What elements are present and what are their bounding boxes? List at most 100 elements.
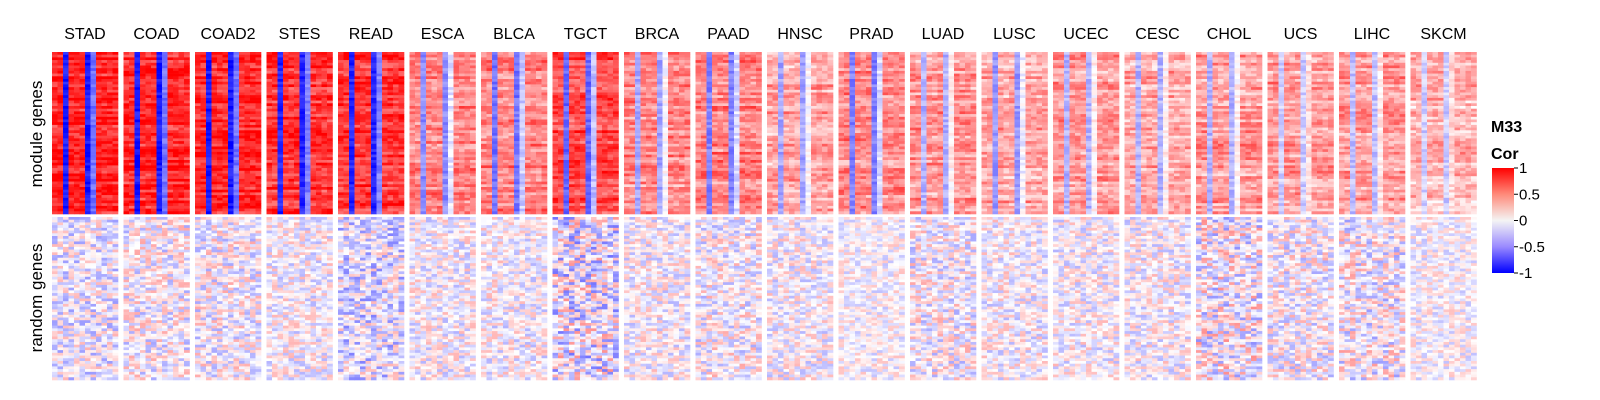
heatmap-cell <box>173 290 179 294</box>
heatmap-cell <box>107 114 113 118</box>
heatmap-cell <box>184 62 190 66</box>
heatmap-cell <box>129 358 135 362</box>
heatmap-cell <box>228 181 234 185</box>
heatmap-cell <box>266 60 273 64</box>
heatmap-cell <box>211 87 218 91</box>
heatmap-cell <box>206 374 212 378</box>
heatmap-cell <box>96 187 102 190</box>
heatmap-cell <box>151 219 157 223</box>
heatmap-cell <box>74 89 80 93</box>
heatmap-cell <box>162 151 168 155</box>
heatmap-cell <box>74 347 80 351</box>
heatmap-cell <box>167 162 174 166</box>
heatmap-cell <box>151 81 157 85</box>
heatmap-cell <box>316 62 322 66</box>
heatmap-cell <box>52 328 58 332</box>
heatmap-cell <box>195 260 201 264</box>
heatmap-cell <box>167 298 174 302</box>
heatmap-cell <box>156 68 163 72</box>
heatmap-cell <box>327 178 333 182</box>
heatmap-cell <box>310 138 317 142</box>
heatmap-cell <box>211 57 218 61</box>
heatmap-cell <box>101 320 108 324</box>
heatmap-cell <box>129 244 135 248</box>
heatmap-cell <box>233 276 240 280</box>
heatmap-cell <box>266 108 273 112</box>
heatmap-cell <box>107 149 113 153</box>
heatmap-cell <box>52 355 58 359</box>
heatmap-cell <box>184 268 190 272</box>
heatmap-cell <box>134 328 141 332</box>
heatmap-cell <box>129 301 135 305</box>
heatmap-cell <box>228 265 234 269</box>
heatmap-cell <box>96 358 102 362</box>
heatmap-cell <box>222 84 229 88</box>
heatmap-cell <box>200 341 207 345</box>
heatmap-cell <box>151 52 157 55</box>
heatmap-cell <box>96 52 102 55</box>
heatmap-cell <box>52 312 58 316</box>
heatmap-cell <box>156 282 163 286</box>
heatmap-cell <box>305 160 311 163</box>
heatmap-cell <box>151 146 157 150</box>
heatmap-cell <box>140 303 146 307</box>
heatmap-cell <box>112 282 119 286</box>
heatmap-cell <box>85 68 91 72</box>
heatmap-cell <box>151 170 157 174</box>
heatmap-cell <box>310 92 317 96</box>
heatmap-cell <box>233 127 240 131</box>
heatmap-cell <box>101 301 108 305</box>
heatmap-cell <box>239 377 245 381</box>
heatmap-cell <box>250 79 256 82</box>
heatmap-cell <box>305 116 311 120</box>
heatmap-cell <box>250 162 256 166</box>
heatmap-cell <box>74 290 80 294</box>
heatmap-cell <box>123 60 130 64</box>
heatmap-cell <box>206 119 212 123</box>
heatmap-cell <box>112 124 119 128</box>
heatmap-cell <box>321 162 328 166</box>
heatmap-cell <box>288 92 295 96</box>
heatmap-cell <box>129 176 135 180</box>
heatmap-cell <box>85 92 91 96</box>
heatmap-cell <box>156 157 163 161</box>
heatmap-cell <box>228 151 234 155</box>
heatmap-cell <box>173 227 179 231</box>
heatmap-cell <box>206 68 212 72</box>
heatmap-cell <box>79 276 86 280</box>
heatmap-cell <box>167 314 174 318</box>
heatmap-cell <box>74 54 80 58</box>
heatmap-cell <box>68 211 75 215</box>
heatmap-cell <box>96 130 102 134</box>
heatmap-cell <box>140 341 146 345</box>
heatmap-cell <box>57 208 64 212</box>
heatmap-cell <box>255 181 262 185</box>
heatmap-cell <box>206 244 212 248</box>
heatmap-cell <box>288 146 295 150</box>
heatmap-cell <box>217 208 223 212</box>
heatmap-cell <box>283 76 289 80</box>
heatmap-cell <box>233 268 240 272</box>
heatmap-cell <box>305 154 311 158</box>
heatmap-cell <box>239 170 245 174</box>
heatmap-cell <box>233 68 240 72</box>
heatmap-cell <box>211 360 218 364</box>
heatmap-cell <box>277 178 284 182</box>
heatmap-cell <box>211 306 218 310</box>
heatmap-cell <box>200 119 207 123</box>
heatmap-cell <box>173 143 179 147</box>
heatmap-cell <box>57 176 64 180</box>
heatmap-cell <box>101 197 108 201</box>
heatmap-cell <box>112 325 119 329</box>
heatmap-cell <box>206 92 212 96</box>
heatmap-cell <box>321 189 328 193</box>
heatmap-cell <box>101 298 108 302</box>
heatmap-cell <box>145 360 152 364</box>
heatmap-cell <box>90 347 97 351</box>
heatmap-cell <box>85 328 91 332</box>
heatmap-cell <box>79 350 86 354</box>
heatmap-cell <box>195 127 201 131</box>
heatmap-cell <box>134 127 141 131</box>
heatmap-cell <box>195 57 201 61</box>
heatmap-cell <box>239 314 245 318</box>
